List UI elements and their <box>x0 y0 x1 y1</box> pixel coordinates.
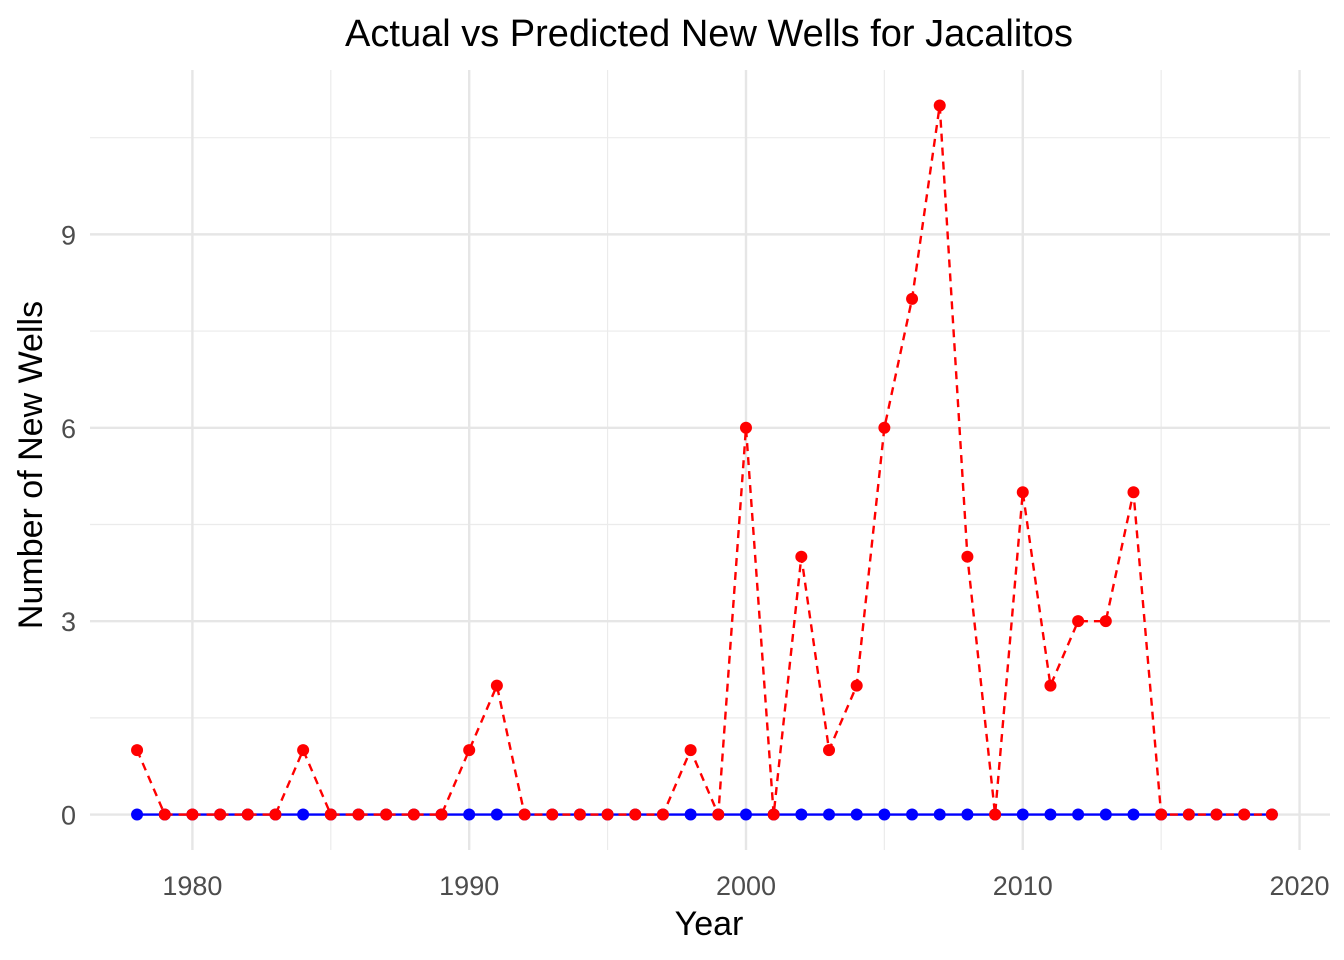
series-2-point <box>490 679 503 692</box>
series-1-point <box>961 808 974 821</box>
series-2-point <box>712 808 725 821</box>
series-2-point <box>961 550 974 563</box>
series-2-point <box>739 421 752 434</box>
x-tick-label: 1980 <box>162 871 222 901</box>
series-1-point <box>1016 808 1029 821</box>
series-2-point <box>435 808 448 821</box>
series-2-point <box>573 808 586 821</box>
y-tick-label: 9 <box>61 220 76 250</box>
y-tick-label: 6 <box>61 414 76 444</box>
series-1-point <box>933 808 946 821</box>
series-2-point <box>352 808 365 821</box>
series-2-point <box>463 744 476 757</box>
chart-title: Actual vs Predicted New Wells for Jacali… <box>345 13 1073 55</box>
series-layer <box>131 99 1278 821</box>
series-2-point <box>878 421 891 434</box>
series-2-point <box>546 808 559 821</box>
series-2-point <box>767 808 780 821</box>
series-1-point <box>131 808 144 821</box>
series-1-point <box>463 808 476 821</box>
series-2-point <box>269 808 282 821</box>
series-1-point <box>1099 808 1112 821</box>
series-2-point <box>518 808 531 821</box>
series-1-point <box>1044 808 1057 821</box>
series-2-point <box>1155 808 1168 821</box>
series-2-point <box>380 808 393 821</box>
series-2-line <box>135 105 1272 816</box>
series-2-point <box>850 679 863 692</box>
series-2-point <box>989 808 1002 821</box>
x-axis-title: Year <box>675 905 744 943</box>
series-2-point <box>297 744 310 757</box>
series-2-point <box>823 744 836 757</box>
series-1-point <box>1127 808 1140 821</box>
series-2-point <box>241 808 254 821</box>
grid <box>90 70 1330 850</box>
series-1-point <box>878 808 891 821</box>
series-2-point <box>601 808 614 821</box>
series-2-point <box>131 744 144 757</box>
series-2-point <box>1099 615 1112 628</box>
series-1-point <box>906 808 919 821</box>
x-tick-label: 2020 <box>1270 871 1330 901</box>
series-1-point <box>684 808 697 821</box>
series-1-point <box>739 808 752 821</box>
series-2-point <box>1127 486 1140 499</box>
series-2-point <box>1016 486 1029 499</box>
series-2-point <box>906 292 919 305</box>
series-2-point <box>684 744 697 757</box>
series-2-point <box>407 808 420 821</box>
series-1-point <box>490 808 503 821</box>
series-2-point <box>1265 808 1278 821</box>
y-tick-label: 3 <box>61 607 76 637</box>
series-2-point <box>795 550 808 563</box>
series-2-point <box>324 808 337 821</box>
series-2-point <box>1182 808 1195 821</box>
series-2-point <box>629 808 642 821</box>
series-1-point <box>823 808 836 821</box>
series-2-point <box>1238 808 1251 821</box>
series-2-point <box>158 808 171 821</box>
x-tick-label: 2000 <box>716 871 776 901</box>
series-1-point <box>850 808 863 821</box>
series-1-point <box>795 808 808 821</box>
series-2-point <box>933 99 946 112</box>
tick-layer: 1980 1990 2000 2010 2020 0 3 6 9 <box>61 220 1330 901</box>
series-2-point <box>214 808 227 821</box>
series-1-point <box>1072 808 1085 821</box>
y-tick-label: 0 <box>61 801 76 831</box>
series-2-point <box>186 808 199 821</box>
series-1-point <box>297 808 310 821</box>
y-axis-title: Number of New Wells <box>12 301 50 629</box>
x-tick-label: 2010 <box>993 871 1053 901</box>
series-2-point <box>1210 808 1223 821</box>
series-2-point <box>1044 679 1057 692</box>
series-2-point <box>656 808 669 821</box>
series-2-point <box>1072 615 1085 628</box>
x-tick-label: 1990 <box>439 871 499 901</box>
